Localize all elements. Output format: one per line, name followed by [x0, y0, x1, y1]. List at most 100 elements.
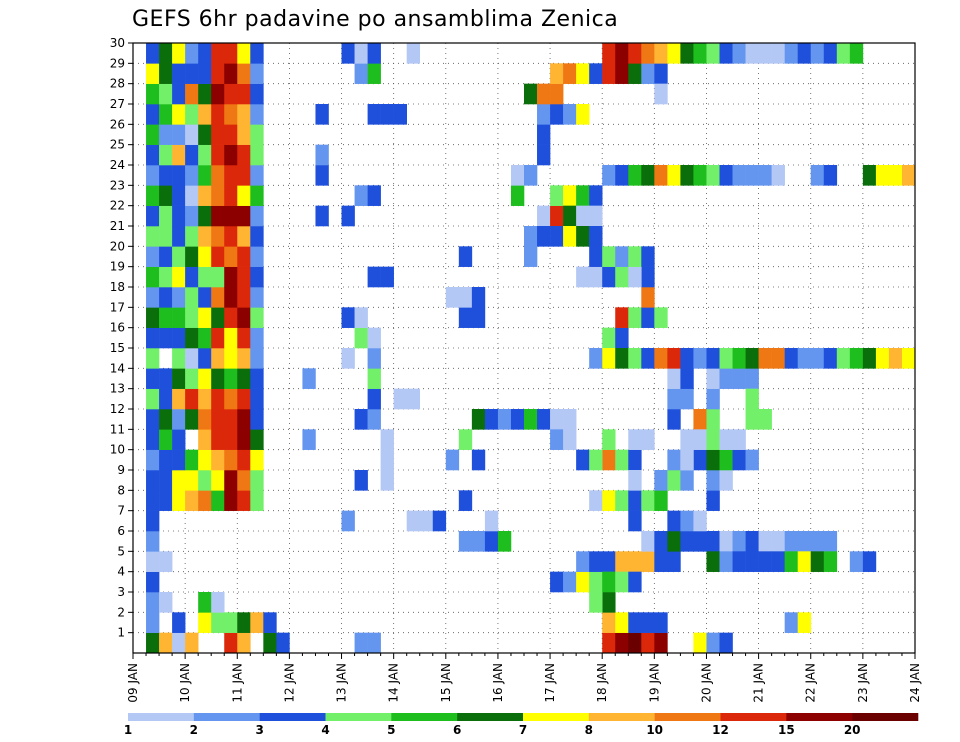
heatmap-cell [185, 124, 199, 145]
heatmap-cell [693, 348, 707, 369]
heatmap-cell [680, 449, 694, 471]
heatmap-cell [706, 632, 720, 654]
heatmap-cell [680, 531, 694, 552]
heatmap-cell [706, 429, 720, 450]
heatmap-cell [172, 185, 186, 206]
heatmap-cell [537, 409, 551, 430]
heatmap-cell [823, 165, 838, 186]
heatmap-cell [628, 449, 642, 471]
heatmap-cell [602, 632, 616, 654]
heatmap-cell [159, 632, 173, 654]
heatmap-cell [172, 124, 186, 145]
heatmap-cell [602, 348, 616, 369]
heatmap-cell [185, 287, 199, 308]
heatmap-cell [159, 104, 173, 125]
heatmap-cell [211, 246, 225, 267]
heatmap-cell [432, 510, 447, 532]
heatmap-cell [901, 165, 916, 186]
heatmap-cell [615, 449, 629, 471]
heatmap-cell [680, 348, 694, 369]
heatmap-cell [628, 490, 642, 511]
heatmap-cell [706, 348, 720, 369]
y-tick-label: 2 [117, 605, 125, 619]
y-tick-label: 16 [110, 321, 125, 335]
heatmap-cell [576, 104, 590, 125]
heatmap-cell [745, 368, 759, 389]
heatmap-cell [745, 551, 759, 572]
heatmap-cell [185, 43, 199, 64]
heatmap-cell [563, 429, 577, 450]
heatmap-cell [589, 226, 603, 247]
heatmap-cell [250, 104, 264, 125]
heatmap-cell [159, 83, 173, 105]
heatmap-cell [276, 632, 290, 654]
heatmap-cell [250, 144, 264, 166]
heatmap-cell [680, 368, 694, 389]
heatmap-cell [810, 531, 825, 552]
heatmap-cell [367, 43, 381, 64]
heatmap-cell [641, 246, 655, 267]
heatmap-cell [667, 348, 681, 369]
heatmap-cell [589, 185, 603, 206]
x-tick-label: 17 JAN [543, 663, 557, 703]
heatmap-cell [615, 307, 629, 328]
x-tick-label: 10 JAN [178, 663, 192, 703]
heatmap-cell [237, 83, 251, 105]
y-tick-label: 17 [110, 300, 125, 314]
heatmap-cell [146, 510, 160, 532]
heatmap-cell [315, 205, 329, 227]
heatmap-cell [550, 571, 564, 593]
heatmap-cell [146, 551, 160, 572]
heatmap-cell [563, 226, 577, 247]
heatmap-cell [628, 307, 642, 328]
heatmap-cell [341, 510, 355, 532]
heatmap-cell [628, 571, 642, 593]
heatmap-cell [537, 104, 551, 125]
heatmap-cell [224, 185, 238, 206]
colorbar-label: 7 [519, 723, 527, 737]
heatmap-cell [172, 327, 186, 349]
heatmap-cell [628, 612, 642, 633]
heatmap-cell [185, 63, 199, 84]
heatmap-cell [250, 83, 264, 105]
heatmap-cell [797, 612, 812, 633]
heatmap-cell [159, 63, 173, 84]
heatmap-cell [589, 266, 603, 288]
heatmap-cell [693, 165, 707, 186]
heatmap-cell [198, 368, 212, 389]
heatmap-cell [706, 368, 720, 389]
heatmap-cell [719, 165, 733, 186]
heatmap-cell [667, 43, 681, 64]
heatmap-cell [406, 388, 421, 410]
heatmap-cell [172, 246, 186, 267]
colorbar-swatch [128, 713, 195, 721]
y-tick-label: 21 [110, 219, 125, 233]
heatmap-cell [758, 551, 772, 572]
heatmap-cell [159, 551, 173, 572]
heatmap-cell [237, 449, 251, 471]
y-tick-label: 6 [117, 524, 125, 538]
heatmap-cell [784, 551, 798, 572]
heatmap-cell [510, 165, 525, 186]
x-tick-label: 21 JAN [752, 663, 766, 703]
heatmap-cell [615, 43, 629, 64]
heatmap-cell [550, 429, 564, 450]
y-tick-label: 15 [110, 341, 125, 355]
heatmap-cell [654, 43, 668, 64]
heatmap-cell [458, 246, 473, 267]
heatmap-cell [615, 266, 629, 288]
heatmap-cell [667, 449, 681, 471]
heatmap-cell [211, 388, 225, 410]
heatmap-cell [172, 470, 186, 491]
heatmap-cell [823, 43, 838, 64]
heatmap-cell [719, 348, 733, 369]
heatmap-cell [784, 43, 798, 64]
heatmap-cell [146, 144, 160, 166]
heatmap-cell [602, 612, 616, 633]
heatmap-cell [680, 388, 694, 410]
x-tick-label: 09 JAN [126, 663, 140, 703]
heatmap-cell [497, 409, 512, 430]
heatmap-cell [628, 632, 642, 654]
heatmap-cell [146, 287, 160, 308]
heatmap-cell [628, 510, 642, 532]
